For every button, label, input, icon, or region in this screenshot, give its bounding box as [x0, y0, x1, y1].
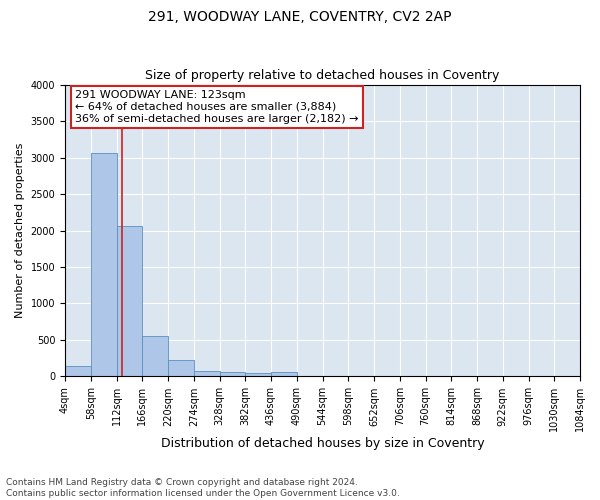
Text: Contains HM Land Registry data © Crown copyright and database right 2024.
Contai: Contains HM Land Registry data © Crown c… [6, 478, 400, 498]
Bar [168, 360, 194, 376]
Bar [91, 153, 116, 376]
Bar [220, 372, 245, 376]
Bar [65, 366, 91, 376]
Bar [142, 336, 168, 376]
Text: 291 WOODWAY LANE: 123sqm
← 64% of detached houses are smaller (3,884)
36% of sem: 291 WOODWAY LANE: 123sqm ← 64% of detach… [76, 90, 359, 124]
X-axis label: Distribution of detached houses by size in Coventry: Distribution of detached houses by size … [161, 437, 484, 450]
Title: Size of property relative to detached houses in Coventry: Size of property relative to detached ho… [145, 69, 500, 82]
Bar [271, 372, 297, 376]
Bar [194, 371, 220, 376]
Bar [245, 373, 271, 376]
Text: 291, WOODWAY LANE, COVENTRY, CV2 2AP: 291, WOODWAY LANE, COVENTRY, CV2 2AP [148, 10, 452, 24]
Bar [116, 226, 142, 376]
Y-axis label: Number of detached properties: Number of detached properties [15, 143, 25, 318]
